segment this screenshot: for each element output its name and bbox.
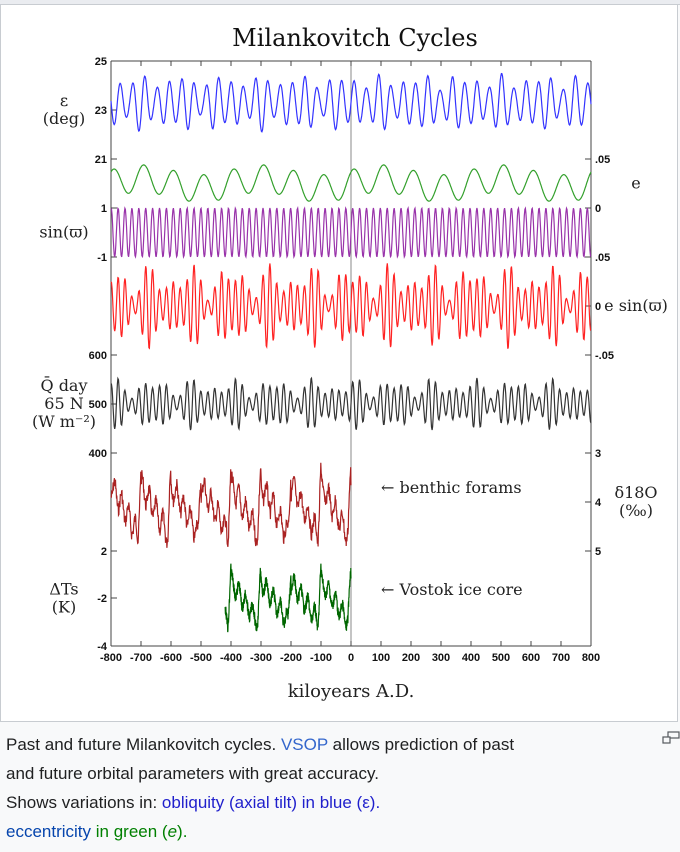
caption-text: Past and future Milankovitch cycles.	[6, 735, 281, 754]
x-tick-label: -700	[130, 652, 152, 664]
chart-title: Milankovitch Cycles	[232, 24, 478, 52]
y-tick-label-obliquity: 23	[95, 105, 107, 117]
y-tick-label-insolation-65N: 500	[89, 399, 107, 411]
x-tick-label: 800	[582, 652, 600, 664]
y-label-insolation-65N: (W m⁻²)	[32, 412, 96, 431]
series-precession-index	[110, 263, 592, 350]
figure-caption: Past and future Milankovitch cycles. VSO…	[6, 730, 656, 846]
y-tick-label-benthic-d18O: 3	[595, 448, 601, 460]
y-label-precession-angle: sin(ϖ)	[39, 223, 88, 242]
annotation-benthic-forams: ← benthic forams	[381, 478, 522, 497]
y-tick-label-eccentricity: .05	[595, 154, 610, 166]
x-tick-label: -300	[250, 652, 272, 664]
series-vostok-dTs	[224, 563, 352, 633]
top-strip	[0, 0, 680, 5]
y-label-vostok-dTs: ΔTs	[49, 580, 78, 599]
caption-green-text: in green (	[91, 822, 168, 841]
y-tick-label-obliquity: 21	[95, 154, 107, 166]
eccentricity-link[interactable]: eccentricity	[6, 822, 92, 841]
y-tick-label-vostok-dTs: -4	[97, 641, 108, 653]
axis-ticks: -800 -700 -600 -500 -400 -300 -200 -100 0 100 200 3…	[89, 56, 614, 664]
caption-text: allows prediction of past	[327, 735, 515, 754]
plot-frame	[110, 60, 592, 647]
x-tick-label: 300	[432, 652, 450, 664]
caption-line-2: and future orbital parameters with great…	[6, 764, 379, 783]
x-axis-label: kiloyears A.D.	[288, 681, 415, 702]
y-label-precession-index: e sin(ϖ)	[604, 296, 668, 315]
x-tick-label: -600	[160, 652, 182, 664]
y-label-obliquity: ε	[60, 91, 68, 110]
y-label-vostok-dTs: (K)	[52, 598, 76, 617]
y-tick-label-benthic-d18O: 5	[595, 546, 601, 558]
y-tick-label-obliquity: 25	[95, 56, 107, 68]
obliquity-text: obliquity (axial tilt) in blue (ε).	[161, 793, 381, 812]
x-tick-label: 0	[348, 652, 354, 664]
series-precession-angle	[110, 206, 592, 259]
caption-line-1: Past and future Milankovitch cycles. VSO…	[6, 730, 656, 759]
x-tick-label: 500	[492, 652, 510, 664]
y-tick-label-precession-index: -.05	[595, 350, 614, 362]
y-label-benthic-d18O: δ18O	[614, 483, 657, 502]
caption-line-3: Shows variations in: obliquity (axial ti…	[6, 788, 656, 817]
y-tick-label-eccentricity: 0	[595, 203, 601, 215]
x-tick-label: -500	[190, 652, 212, 664]
y-label-benthic-d18O: (‰)	[619, 501, 653, 520]
y-label-insolation-65N: Q̄ day	[40, 374, 87, 395]
x-tick-label: 100	[372, 652, 390, 664]
series-benthic-d18O	[110, 462, 352, 548]
y-tick-label-precession-angle: -1	[97, 252, 107, 264]
y-tick-label-vostok-dTs: 2	[101, 546, 107, 558]
vsop-link[interactable]: VSOP	[280, 735, 328, 754]
x-tick-label: 400	[462, 652, 480, 664]
y-tick-label-precession-angle: 1	[101, 203, 107, 215]
x-tick-label: 200	[402, 652, 420, 664]
milankovitch-chart: Milankovitch Cycles -800 -700 -600 -500 -400…	[32, 24, 668, 702]
series-obliquity	[110, 72, 592, 133]
y-tick-label-benthic-d18O: 4	[595, 497, 602, 509]
caption-green-italic: e	[167, 822, 178, 841]
y-tick-label-precession-index: .05	[595, 252, 610, 264]
x-tick-label: -800	[100, 652, 122, 664]
y-tick-label-insolation-65N: 400	[89, 448, 107, 460]
y-label-insolation-65N: 65 N	[44, 394, 83, 413]
series-eccentricity	[110, 164, 592, 202]
y-tick-label-insolation-65N: 600	[89, 350, 107, 362]
caption-line-4: eccentricity in green (e).	[6, 817, 656, 846]
annotation-vostok-ice-core: ← Vostok ice core	[381, 580, 523, 599]
y-tick-label-precession-index: 0	[595, 301, 601, 313]
series-insolation-65N	[110, 376, 592, 432]
x-tick-label: -400	[220, 652, 242, 664]
caption-green-text: ).	[177, 822, 188, 841]
series-group	[110, 72, 592, 633]
x-tick-label: -100	[310, 652, 332, 664]
x-tick-label: 700	[552, 652, 570, 664]
x-tick-label: -200	[280, 652, 302, 664]
enlarge-icon[interactable]	[662, 731, 680, 745]
y-tick-label-vostok-dTs: -2	[97, 593, 107, 605]
y-label-obliquity: (deg)	[43, 109, 85, 128]
x-tick-label: 600	[522, 652, 540, 664]
caption-text: Shows variations in:	[6, 793, 162, 812]
y-label-eccentricity: e	[631, 174, 640, 193]
